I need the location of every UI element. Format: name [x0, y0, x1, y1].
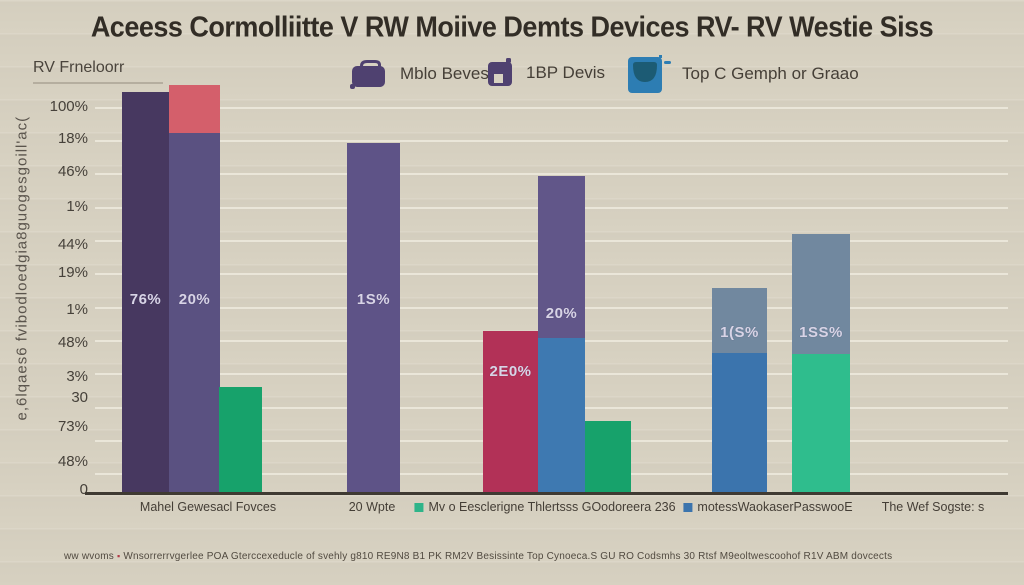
category-label-text: Mv o Eesclerigne Thlertsss GOodoreera 23…	[428, 500, 676, 514]
bar-segment	[538, 176, 585, 338]
bar-segment	[792, 234, 850, 354]
y-axis-tick-label: 1%	[66, 301, 88, 318]
footnote-caption: ww wvoms ▪ Wnsorrerrvgerlee POA Gterccexed…	[64, 551, 964, 562]
bar-segment	[712, 353, 767, 492]
legend-label: 1BP Devis	[526, 63, 606, 82]
gridline	[95, 107, 1008, 109]
bar-value-label: 1SS%	[799, 324, 843, 341]
y-axis-tick-label: 48%	[57, 334, 88, 351]
bar-segment	[483, 331, 538, 492]
category-color-marker	[414, 502, 424, 512]
legend-item-1bp-devis: 1BP Devis	[486, 58, 605, 88]
mobile-device-icon	[486, 58, 516, 88]
x-axis-tick-label: 20 Wpte	[349, 500, 396, 514]
legend-label: Top C Gemph or Graao	[682, 64, 859, 83]
y-axis-tick-label: 19%	[57, 264, 88, 281]
y-axis-tick-label: 48%	[57, 453, 88, 470]
red-square-marker: ▪	[116, 551, 121, 561]
bar-segment	[585, 421, 631, 492]
x-axis-tick-label: motessWaokaserPasswooE	[683, 500, 853, 514]
subtitle-underline	[33, 82, 163, 84]
bar-value-label: 1(S%	[720, 324, 759, 341]
y-axis-tick-label: 0	[79, 481, 88, 498]
footnote-text: Wnsorrerrvgerlee POA Gterccexeducle of s…	[123, 551, 893, 562]
chart-title: Aceess Cormolliitte V RW Moiive Demts De…	[90, 11, 934, 43]
legend-item-top-graph: Top C Gemph or Graao	[628, 55, 859, 93]
bar-value-label: 20%	[545, 305, 578, 322]
category-label-text: 20 Wpte	[348, 500, 396, 514]
bar-segment	[219, 387, 262, 492]
category-color-marker	[683, 502, 693, 512]
y-axis-tick-label: 18%	[57, 130, 88, 147]
footnote-prefix: ww wvoms	[64, 551, 114, 562]
y-axis-tick-label: 1%	[66, 198, 88, 215]
bar-segment	[792, 354, 850, 492]
category-label-text: motessWaokaserPasswooE	[697, 500, 853, 514]
x-axis-tick-label: Mv o Eesclerigne Thlertsss GOodoreera 23…	[414, 500, 676, 514]
y-axis-tick-label: 30	[71, 389, 88, 406]
bar-segment	[169, 133, 220, 492]
category-label-text: Mahel Gewesacl Fovces	[139, 500, 277, 514]
bar-value-label: 76%	[129, 291, 162, 308]
x-axis-line	[85, 492, 1008, 495]
briefcase-icon	[348, 58, 390, 90]
bar-segment	[347, 143, 400, 492]
x-axis-tick-label: Mahel Gewesacl Fovces	[140, 500, 276, 514]
bar-value-label: 20%	[178, 291, 211, 308]
y-axis-tick-label: 73%	[57, 418, 88, 435]
graph-icon	[628, 55, 672, 93]
bar-segment	[169, 85, 220, 133]
y-axis-tick-label: 44%	[57, 236, 88, 253]
y-axis-tick-label: 3%	[66, 368, 88, 385]
y-axis-tick-label: 100%	[49, 98, 88, 115]
bar-value-label: 1S%	[356, 291, 391, 308]
gridline	[95, 173, 1008, 175]
gridline	[95, 140, 1008, 142]
bar-value-label: 2E0%	[489, 363, 532, 380]
bar-segment	[712, 288, 767, 353]
legend-label: Mblo Beves	[400, 64, 489, 83]
y-axis-tick-label: 46%	[57, 163, 88, 180]
bar-segment	[122, 92, 169, 492]
category-label-text: The Wef Sogste: s	[881, 500, 985, 514]
bar-segment	[538, 338, 585, 492]
chart-subtitle: RV Frneloorr	[33, 59, 125, 76]
legend-item-mblo-beves: Mblo Beves	[348, 58, 489, 90]
x-axis-tick-label: The Wef Sogste: s	[882, 500, 985, 514]
